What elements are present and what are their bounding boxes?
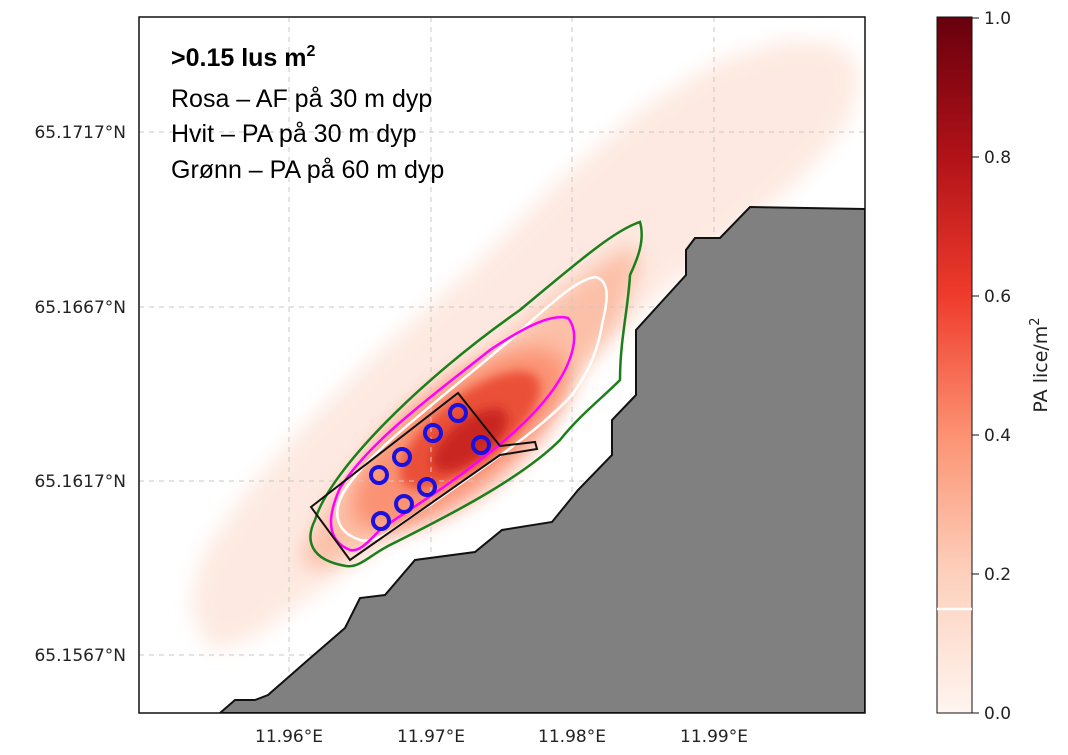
- cage-marker: [423, 423, 443, 443]
- lat-tick-label: 65.1617°N: [34, 472, 126, 492]
- colorbar-label: PA lice/m2: [1028, 317, 1052, 412]
- colorbar-tick-label: 0.0: [984, 704, 1011, 724]
- lon-tick-label: 11.97°E: [397, 727, 465, 747]
- cage-marker: [448, 403, 468, 423]
- cage-markers: [369, 403, 491, 531]
- cage-marker: [417, 477, 437, 497]
- lat-tick-label: 65.1717°N: [34, 123, 126, 143]
- colorbar-tick-label: 0.6: [984, 287, 1011, 307]
- legend-line-pa-60m: Grønn – PA på 60 m dyp: [171, 156, 444, 184]
- colorbar-tick-label: 0.8: [984, 148, 1011, 168]
- lon-tick-label: 11.99°E: [680, 727, 748, 747]
- colorbar-tick-label: 0.4: [984, 426, 1011, 446]
- land-area: [218, 205, 865, 713]
- legend-title: >0.15 lus m: [171, 44, 307, 72]
- cage-marker: [369, 465, 389, 485]
- colorbar-tick-label: 0.2: [984, 565, 1011, 585]
- cage-marker: [371, 511, 391, 531]
- legend-text: >0.15 lus m2 Rosa – AF på 30 m dyp Hvit …: [171, 43, 444, 184]
- legend-line-pa-30m: Hvit – PA på 30 m dyp: [171, 120, 417, 148]
- lon-axis: 11.96°E 11.97°E 11.98°E 11.99°E: [255, 727, 748, 747]
- farm-site-polygon: [309, 391, 539, 562]
- plot-area: [139, 17, 865, 713]
- cage-marker: [471, 435, 491, 455]
- contour-pa-60m: [309, 220, 643, 568]
- cage-marker: [394, 494, 414, 514]
- lon-tick-label: 11.96°E: [255, 727, 323, 747]
- plot-frame: [138, 16, 866, 714]
- lat-axis: 65.1717°N 65.1667°N 65.1617°N 65.1567°N: [34, 123, 126, 666]
- colorbar: 1.0 0.8 0.6 0.4 0.2 0.0 PA lice/m2: [936, 9, 1052, 724]
- cage-marker: [392, 447, 412, 467]
- colorbar-gradient: [936, 16, 973, 714]
- lat-tick-label: 65.1567°N: [34, 646, 126, 666]
- legend-title-sup: 2: [307, 43, 316, 60]
- svg-text:>0.15 lus m2: >0.15 lus m2: [171, 43, 316, 72]
- lon-tick-label: 11.98°E: [538, 727, 606, 747]
- legend-line-af-30m: Rosa – AF på 30 m dyp: [171, 85, 432, 113]
- lat-tick-label: 65.1667°N: [34, 298, 126, 318]
- colorbar-tick-label: 1.0: [984, 9, 1011, 29]
